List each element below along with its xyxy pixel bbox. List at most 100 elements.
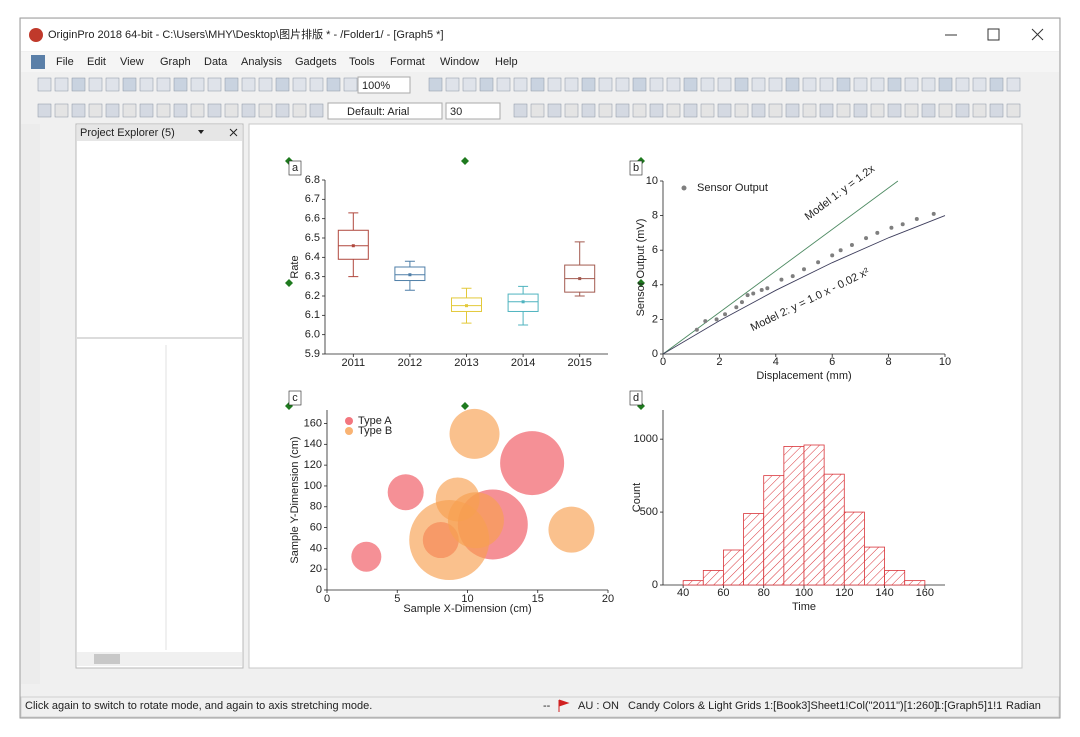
- toolbar-icon[interactable]: [649, 77, 664, 92]
- toolbar-icon[interactable]: [241, 103, 256, 118]
- toolbar-icon[interactable]: [275, 103, 290, 118]
- toolbar-icon[interactable]: [564, 103, 579, 118]
- toolbar-icon[interactable]: [870, 77, 885, 92]
- toolbar-icon[interactable]: [751, 103, 766, 118]
- toolbar-icon[interactable]: [870, 103, 885, 118]
- toolbar-icon[interactable]: [224, 77, 239, 92]
- toolbar-icon[interactable]: [734, 103, 749, 118]
- toolbar-icon[interactable]: [292, 103, 307, 118]
- toolbar-icon[interactable]: [904, 77, 919, 92]
- toolbar-icon[interactable]: [887, 77, 902, 92]
- toolbar-icon[interactable]: [853, 77, 868, 92]
- toolbar-icon[interactable]: [258, 103, 273, 118]
- menu-item[interactable]: File: [56, 56, 74, 68]
- toolbar-icon[interactable]: [258, 77, 273, 92]
- toolbar-icon[interactable]: [938, 103, 953, 118]
- toolbar-icon[interactable]: [581, 103, 596, 118]
- toolbar-icon[interactable]: [904, 103, 919, 118]
- toolbar-icon[interactable]: [445, 77, 460, 92]
- toolbar-icon[interactable]: [666, 77, 681, 92]
- selection-handle[interactable]: [285, 279, 293, 287]
- toolbar-icon[interactable]: [156, 103, 171, 118]
- toolbar-icon[interactable]: [88, 103, 103, 118]
- toolbar-icon[interactable]: [190, 77, 205, 92]
- menu-item[interactable]: Format: [390, 56, 425, 68]
- toolbar-icon[interactable]: [717, 103, 732, 118]
- menu-item[interactable]: Help: [495, 56, 518, 68]
- toolbar-icon[interactable]: [54, 103, 69, 118]
- toolbar-icon[interactable]: [479, 77, 494, 92]
- toolbar-icon[interactable]: [54, 77, 69, 92]
- toolbar-icon[interactable]: [207, 103, 222, 118]
- toolbar-icon[interactable]: [343, 77, 358, 92]
- toolbar-icon[interactable]: [683, 77, 698, 92]
- selection-handle[interactable]: [461, 157, 469, 165]
- font-box[interactable]: [327, 102, 443, 120]
- toolbar-icon[interactable]: [921, 103, 936, 118]
- toolbar-icon[interactable]: [105, 77, 120, 92]
- toolbar-icon[interactable]: [326, 77, 341, 92]
- toolbar-icon[interactable]: [1006, 103, 1021, 118]
- menu-item[interactable]: Gadgets: [295, 56, 337, 68]
- toolbar-icon[interactable]: [173, 103, 188, 118]
- toolbar-icon[interactable]: [122, 103, 137, 118]
- toolbar-icon[interactable]: [190, 103, 205, 118]
- toolbar-icon[interactable]: [751, 77, 766, 92]
- toolbar-icon[interactable]: [139, 103, 154, 118]
- toolbar-icon[interactable]: [921, 77, 936, 92]
- selection-handle[interactable]: [461, 402, 469, 410]
- menu-item[interactable]: Analysis: [241, 56, 282, 68]
- toolbar-icon[interactable]: [972, 77, 987, 92]
- toolbar-icon[interactable]: [955, 77, 970, 92]
- toolbar-icon[interactable]: [717, 77, 732, 92]
- toolbar-icon[interactable]: [802, 103, 817, 118]
- toolbar-icon[interactable]: [785, 103, 800, 118]
- toolbar-icon[interactable]: [666, 103, 681, 118]
- toolbar-icon[interactable]: [292, 77, 307, 92]
- toolbar-icon[interactable]: [853, 103, 868, 118]
- menu-item[interactable]: Tools: [349, 56, 375, 68]
- toolbar-icon[interactable]: [819, 77, 834, 92]
- menu-item[interactable]: Edit: [87, 56, 106, 68]
- toolbar-icon[interactable]: [513, 103, 528, 118]
- close-button[interactable]: [1031, 28, 1044, 41]
- toolbar-icon[interactable]: [122, 77, 137, 92]
- toolbar-icon[interactable]: [105, 103, 120, 118]
- selection-handle[interactable]: [637, 279, 645, 287]
- toolbar-icon[interactable]: [513, 77, 528, 92]
- toolbar-icon[interactable]: [156, 77, 171, 92]
- toolbar-icon[interactable]: [734, 77, 749, 92]
- toolbar-icon[interactable]: [632, 77, 647, 92]
- toolbar-icon[interactable]: [938, 77, 953, 92]
- size-box[interactable]: [445, 102, 501, 120]
- toolbar-icon[interactable]: [428, 77, 443, 92]
- toolbar-icon[interactable]: [496, 77, 511, 92]
- scroll-thumb[interactable]: [94, 654, 120, 664]
- toolbar-icon[interactable]: [207, 77, 222, 92]
- zoom-box[interactable]: [357, 76, 411, 94]
- toolbar-icon[interactable]: [598, 77, 613, 92]
- toolbar-icon[interactable]: [71, 77, 86, 92]
- maximize-button[interactable]: [987, 28, 1000, 41]
- toolbar-icon[interactable]: [547, 103, 562, 118]
- toolbar-icon[interactable]: [785, 77, 800, 92]
- toolbar-icon[interactable]: [768, 103, 783, 118]
- toolbar-icon[interactable]: [309, 103, 324, 118]
- toolbar-icon[interactable]: [887, 103, 902, 118]
- menu-item[interactable]: Graph: [160, 56, 191, 68]
- toolbar-icon[interactable]: [819, 103, 834, 118]
- toolbar-icon[interactable]: [564, 77, 579, 92]
- toolbar-icon[interactable]: [37, 103, 52, 118]
- toolbar-icon[interactable]: [581, 77, 596, 92]
- toolbar-icon[interactable]: [632, 103, 647, 118]
- explorer-close[interactable]: [229, 128, 238, 137]
- toolbar-icon[interactable]: [598, 103, 613, 118]
- toolbar-icon[interactable]: [173, 77, 188, 92]
- toolbar-icon[interactable]: [615, 103, 630, 118]
- toolbar-icon[interactable]: [989, 103, 1004, 118]
- toolbar-icon[interactable]: [71, 103, 86, 118]
- menu-item[interactable]: View: [120, 56, 144, 68]
- toolbar-icon[interactable]: [802, 77, 817, 92]
- toolbar-icon[interactable]: [241, 77, 256, 92]
- toolbar-icon[interactable]: [547, 77, 562, 92]
